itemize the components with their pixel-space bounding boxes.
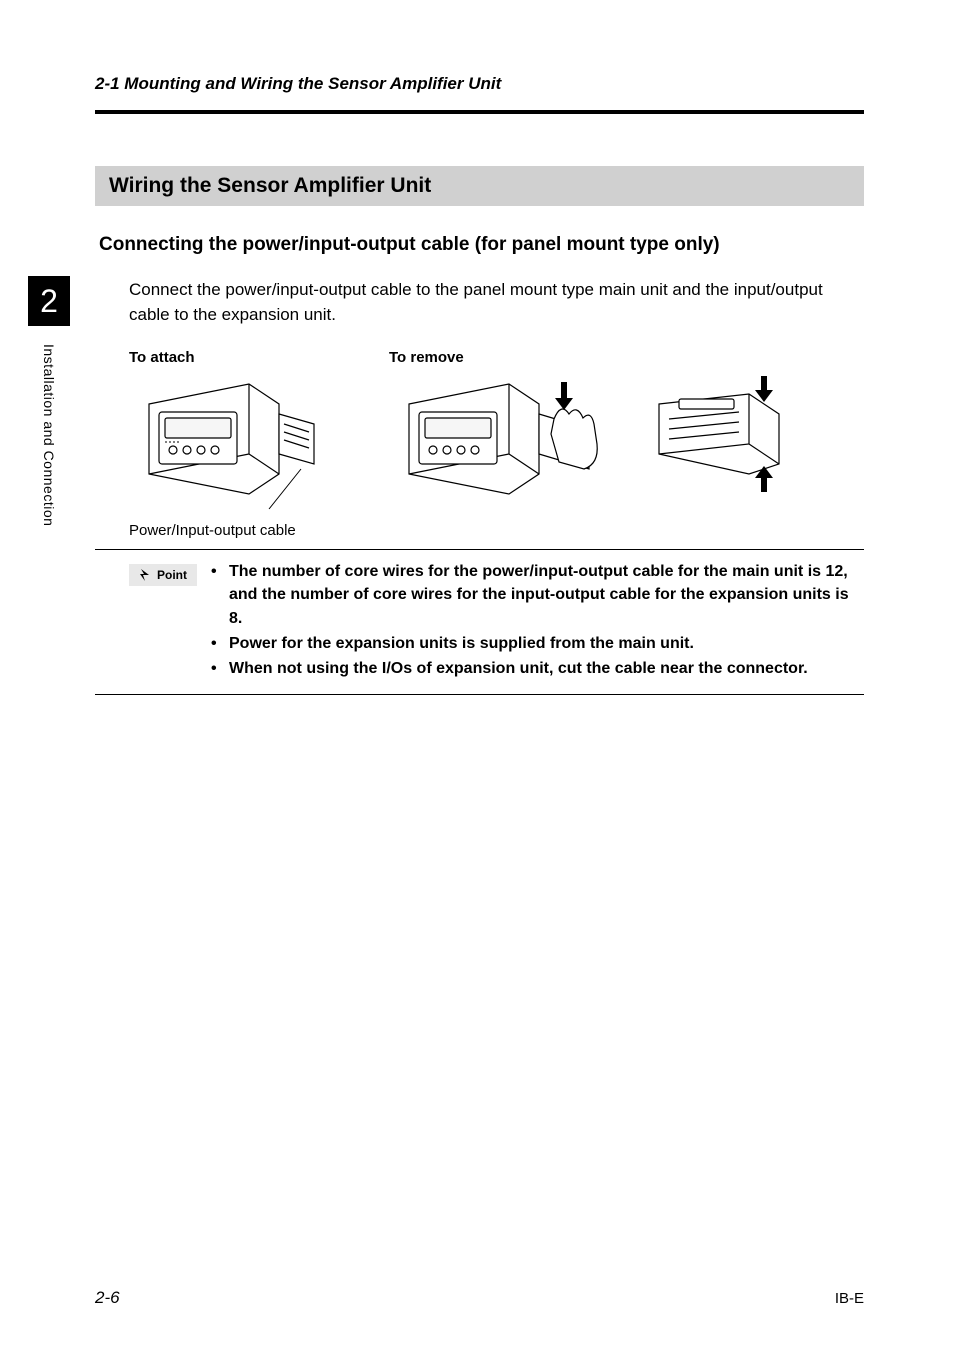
- figure-caption: Power/Input-output cable: [95, 522, 864, 539]
- chapter-title-vertical: Installation and Connection: [41, 344, 57, 526]
- chapter-number-box: 2: [28, 276, 70, 326]
- point-item: When not using the I/Os of expansion uni…: [211, 657, 864, 680]
- remove-connector-illustration: [639, 374, 789, 494]
- figure-remove-column: To remove: [389, 349, 789, 514]
- point-badge-label: Point: [157, 568, 187, 582]
- heading-1-banner: Wiring the Sensor Amplifier Unit: [95, 166, 864, 206]
- remove-main-illustration: [389, 374, 609, 514]
- heading-2: Connecting the power/input-output cable …: [95, 234, 864, 256]
- figure-remove-label: To remove: [389, 349, 789, 366]
- section-reference: 2-1 Mounting and Wiring the Sensor Ampli…: [95, 74, 864, 94]
- header-rule: [95, 110, 864, 114]
- chapter-side-tab: 2 Installation and Connection: [28, 276, 70, 526]
- page-footer: 2-6 IB-E: [95, 1288, 864, 1308]
- point-item: Power for the expansion units is supplie…: [211, 632, 864, 655]
- figure-row: To attach: [95, 349, 864, 514]
- point-callout: Point The number of core wires for the p…: [95, 549, 864, 695]
- point-badge: Point: [129, 564, 197, 586]
- chapter-number: 2: [40, 283, 58, 320]
- figure-remove-pair: [389, 374, 789, 514]
- body-paragraph: Connect the power/input-output cable to …: [95, 278, 864, 327]
- main-content: Wiring the Sensor Amplifier Unit Connect…: [0, 166, 954, 695]
- point-icon: [139, 568, 151, 582]
- page-header: 2-1 Mounting and Wiring the Sensor Ampli…: [0, 0, 954, 114]
- figure-attach-label: To attach: [129, 349, 329, 366]
- attach-illustration: [129, 374, 329, 514]
- point-item: The number of core wires for the power/i…: [211, 560, 864, 630]
- page-number: 2-6: [95, 1288, 120, 1308]
- point-list: The number of core wires for the power/i…: [211, 560, 864, 682]
- document-id: IB-E: [835, 1290, 864, 1307]
- figure-attach-column: To attach: [129, 349, 329, 514]
